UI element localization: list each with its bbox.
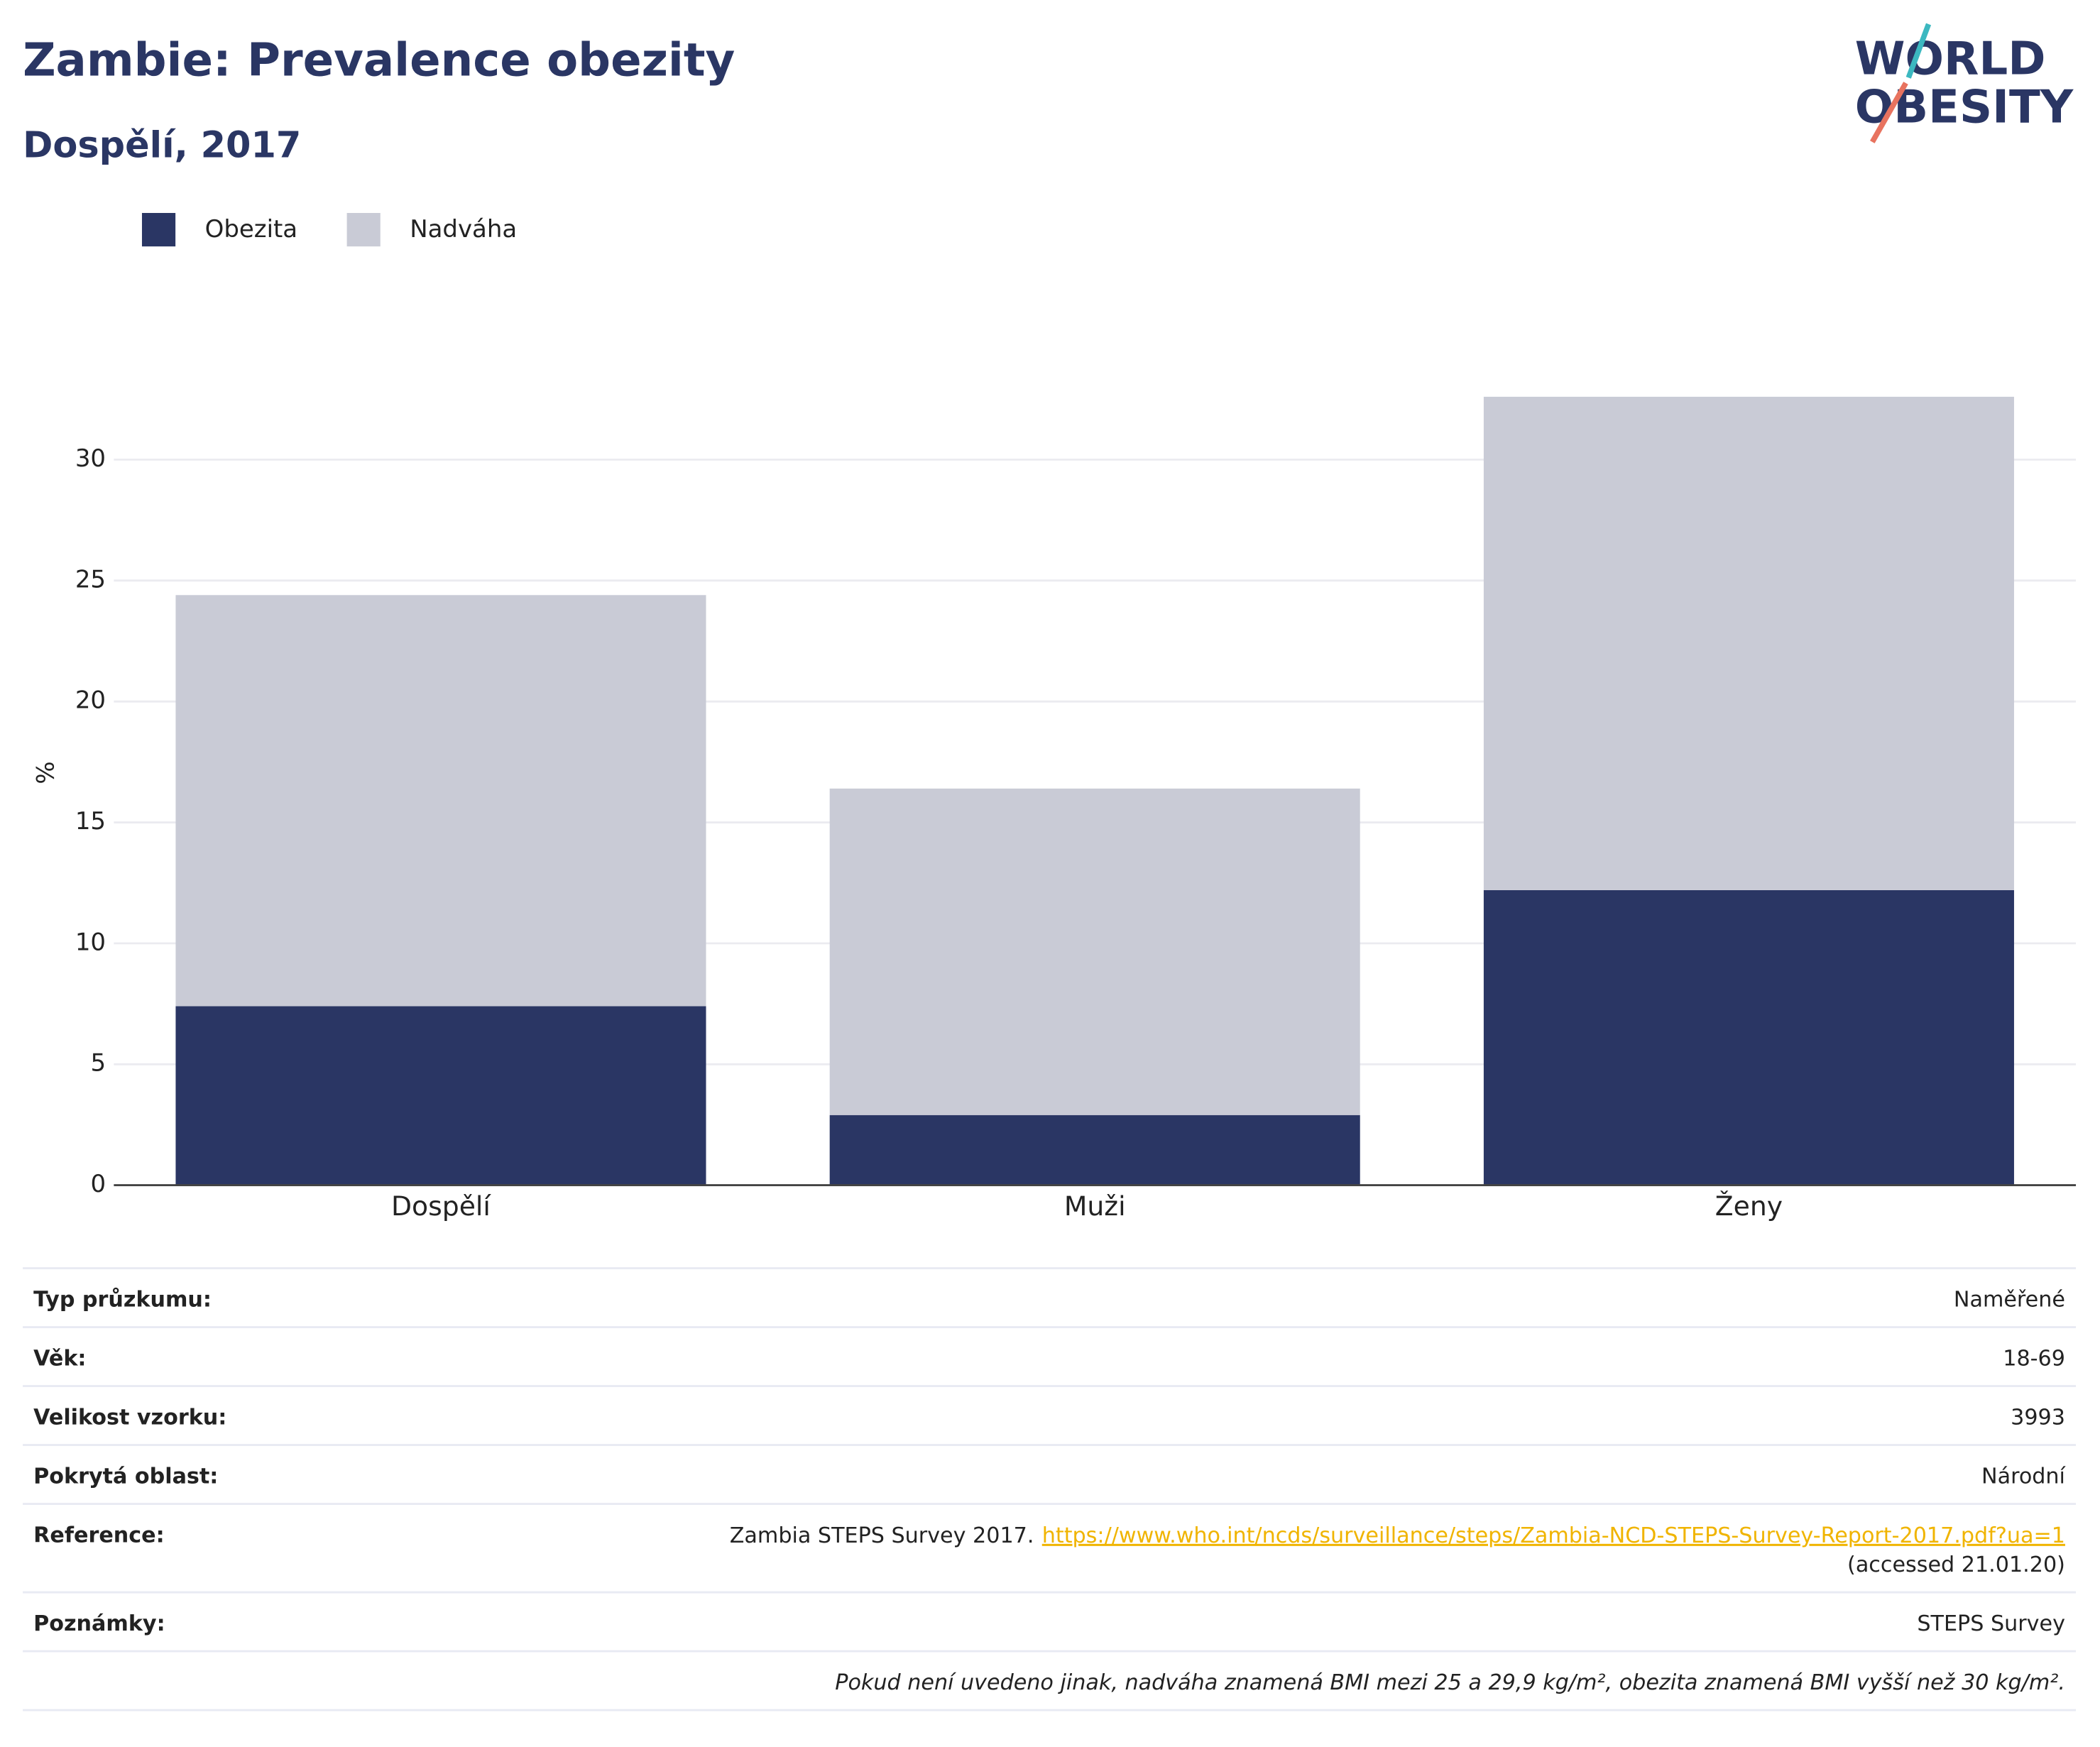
row-label: Věk: bbox=[33, 1346, 86, 1371]
bar-segment bbox=[829, 788, 1360, 1115]
logo-slash bbox=[1870, 82, 1908, 143]
reference-source: Zambia STEPS Survey 2017. bbox=[730, 1523, 1034, 1548]
row-value: Naměřené bbox=[1954, 1287, 2065, 1312]
bar-segment bbox=[175, 1006, 706, 1185]
logo-text: OBESITY bbox=[1855, 80, 2074, 133]
y-tick-label: 25 bbox=[75, 565, 106, 593]
legend-swatch bbox=[346, 212, 381, 247]
logo: WORLD OBESITY bbox=[1855, 23, 2074, 143]
bar-segment bbox=[1483, 889, 2014, 1185]
row-label: Pokrytá oblast: bbox=[33, 1464, 218, 1489]
x-tick-label: Dospělí bbox=[391, 1190, 491, 1222]
y-axis-label: % bbox=[30, 761, 58, 784]
y-tick-label: 0 bbox=[90, 1170, 106, 1198]
row-label: Velikost vzorku: bbox=[33, 1405, 226, 1430]
row-label: Reference: bbox=[33, 1523, 165, 1548]
reference-link[interactable]: https://www.who.int/ncds/surveillance/st… bbox=[1042, 1523, 2065, 1548]
y-tick-label: 20 bbox=[75, 686, 106, 715]
legend-label: Obezita bbox=[205, 215, 297, 243]
bar-segment bbox=[1483, 396, 2014, 890]
bar-segment bbox=[175, 595, 706, 1007]
logo-text: WORLD bbox=[1855, 32, 2046, 85]
legend-swatch bbox=[141, 212, 176, 247]
row-value: 3993 bbox=[2011, 1405, 2065, 1430]
reference-accessed: (accessed 21.01.20) bbox=[1847, 1552, 2065, 1577]
row-value: 18-69 bbox=[2003, 1346, 2065, 1371]
y-tick-label: 5 bbox=[90, 1049, 106, 1078]
chart-title: Zambie: Prevalence obezity bbox=[23, 33, 735, 87]
y-tick-label: 30 bbox=[75, 444, 106, 473]
y-tick-label: 15 bbox=[75, 807, 106, 836]
row-value: Národní bbox=[1981, 1464, 2067, 1489]
bar-segment bbox=[829, 1115, 1360, 1185]
footnote: Pokud není uvedeno jinak, nadváha znamen… bbox=[835, 1670, 2065, 1695]
reference-text: Zambia STEPS Survey 2017. https://www.who… bbox=[730, 1523, 2065, 1548]
row-value: STEPS Survey bbox=[1917, 1611, 2065, 1636]
row-label: Typ průzkumu: bbox=[33, 1286, 212, 1312]
legend-label: Nadváha bbox=[410, 215, 517, 243]
x-tick-label: Ženy bbox=[1715, 1190, 1783, 1222]
chart-subtitle: Dospělí, 2017 bbox=[23, 125, 301, 167]
x-tick-label: Muži bbox=[1064, 1190, 1126, 1222]
y-tick-label: 10 bbox=[75, 928, 106, 956]
row-label: Poznámky: bbox=[33, 1611, 165, 1636]
logo-slash bbox=[1905, 23, 1932, 79]
